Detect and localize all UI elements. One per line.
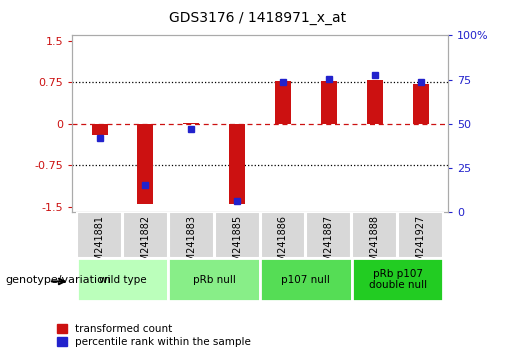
- Bar: [123, 212, 168, 258]
- Text: GDS3176 / 1418971_x_at: GDS3176 / 1418971_x_at: [169, 11, 346, 25]
- Bar: [261, 212, 305, 258]
- Bar: [306, 212, 351, 258]
- Bar: [367, 80, 383, 124]
- Text: GSM241885: GSM241885: [232, 215, 242, 274]
- Text: pRb p107
double null: pRb p107 double null: [369, 269, 427, 291]
- Text: p107 null: p107 null: [282, 275, 330, 285]
- Bar: [229, 124, 245, 204]
- Text: GSM241883: GSM241883: [186, 215, 196, 274]
- Text: GSM241888: GSM241888: [370, 215, 380, 274]
- Bar: [260, 258, 352, 301]
- Text: pRb null: pRb null: [193, 275, 236, 285]
- Text: GSM241882: GSM241882: [141, 215, 150, 274]
- Text: genotype/variation: genotype/variation: [5, 275, 111, 285]
- Bar: [77, 212, 122, 258]
- Bar: [398, 212, 443, 258]
- Bar: [215, 212, 260, 258]
- Text: wild type: wild type: [99, 275, 146, 285]
- Text: GSM241886: GSM241886: [278, 215, 288, 274]
- Bar: [275, 81, 291, 124]
- Bar: [352, 212, 397, 258]
- Bar: [413, 84, 428, 124]
- Bar: [321, 81, 337, 124]
- Bar: [92, 124, 108, 135]
- Bar: [169, 212, 214, 258]
- Bar: [183, 123, 199, 124]
- Text: GSM241927: GSM241927: [416, 215, 425, 274]
- Bar: [168, 258, 260, 301]
- Text: GSM241881: GSM241881: [95, 215, 105, 274]
- Bar: [77, 258, 168, 301]
- Bar: [352, 258, 443, 301]
- Text: GSM241887: GSM241887: [324, 215, 334, 274]
- Legend: transformed count, percentile rank within the sample: transformed count, percentile rank withi…: [57, 324, 251, 347]
- Bar: [138, 124, 153, 204]
